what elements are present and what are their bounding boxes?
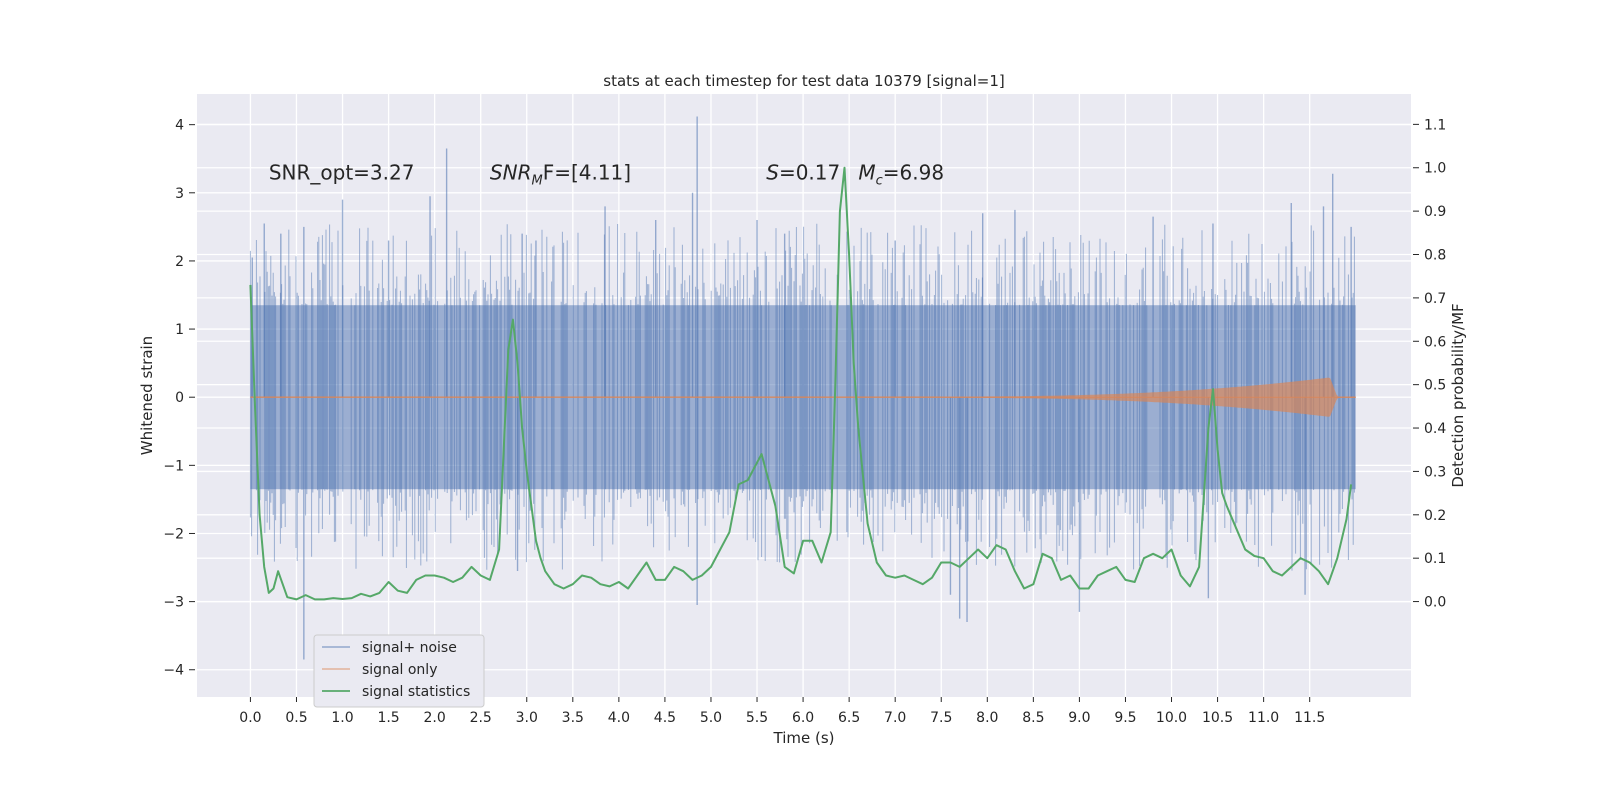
legend-label-signal-statistics: signal statistics [362, 684, 470, 700]
y-tick-label-6: 2 [175, 254, 184, 270]
x-tick-label-12: 6.0 [792, 710, 814, 726]
x-tick-label-23: 11.5 [1294, 710, 1325, 726]
y2-tick-label-8: 0.8 [1424, 248, 1446, 264]
x-tick-label-20: 10.0 [1156, 710, 1187, 726]
y2-axis-label: Detection probability/MF [1449, 303, 1467, 487]
y2-tick-label-4: 0.4 [1424, 421, 1446, 437]
x-tick-label-3: 1.5 [377, 710, 399, 726]
y-axis-label: Whitened strain [138, 336, 156, 455]
legend-label-signal-only: signal only [362, 662, 437, 678]
legend-box [313, 634, 485, 708]
x-tick-label-15: 7.5 [930, 710, 952, 726]
annotation-s-rest: =0.17 [779, 160, 840, 184]
x-tick-label-14: 7.0 [884, 710, 906, 726]
y2-tick-label-11: 1.1 [1424, 117, 1446, 133]
y-tick-label-5: 1 [175, 322, 184, 338]
legend: signal+ noise signal only signal statist… [313, 634, 485, 708]
y2-tick-label-1: 0.1 [1424, 551, 1446, 567]
y-tick-label-1: −3 [163, 595, 184, 611]
x-tick-label-22: 11.0 [1248, 710, 1279, 726]
annotation-snr-mf: SNRMF=[4.11] [490, 160, 631, 188]
annotation-snr-mf-rest: F=[4.11] [543, 160, 631, 184]
y-tick-label-3: −1 [163, 458, 184, 474]
x-axis-label: Time (s) [773, 729, 835, 747]
annotation-s-main: S [766, 160, 779, 184]
y2-tick-label-9: 0.9 [1424, 204, 1446, 220]
x-tick-label-0: 0.0 [239, 710, 261, 726]
y2-tick-label-3: 0.3 [1424, 464, 1446, 480]
y-tick-label-7: 3 [175, 186, 184, 202]
annotation-snr-mf-main: SNR [490, 160, 532, 184]
y-tick-label-0: −4 [163, 663, 184, 679]
axis-ticks: 0.0 0.5 1.0 1.5 2.0 2.5 3.0 3.5 4.0 4.5 5.0 5.5 6.0 6… [163, 117, 1446, 726]
x-tick-label-11: 5.5 [746, 710, 768, 726]
annotation-snr-mf-sub: M [531, 173, 542, 188]
stats-line [249, 166, 1353, 601]
y2-tick-label-6: 0.6 [1424, 334, 1446, 350]
x-tick-label-16: 8.0 [976, 710, 998, 726]
y-tick-label-8: 4 [175, 118, 184, 134]
chart-title: stats at each timestep for test data 103… [603, 72, 1004, 90]
annotation-mc-rest: =6.98 [883, 160, 944, 184]
x-tick-label-21: 10.5 [1202, 710, 1233, 726]
y-tick-label-4: 0 [175, 390, 184, 406]
annotation-mc-main: M [858, 160, 875, 184]
y2-tick-label-0: 0.0 [1424, 595, 1446, 611]
annotation-snr-opt: SNR_opt=3.27 [269, 160, 415, 184]
x-tick-label-13: 6.5 [838, 710, 860, 726]
y2-tick-label-7: 0.7 [1424, 291, 1446, 307]
y2-tick-label-5: 0.5 [1424, 378, 1446, 394]
y2-tick-label-2: 0.2 [1424, 508, 1446, 524]
x-tick-label-8: 4.0 [608, 710, 630, 726]
y-tick-label-2: −2 [163, 526, 184, 542]
x-tick-label-1: 0.5 [285, 710, 307, 726]
y2-tick-label-10: 1.0 [1424, 161, 1446, 177]
x-tick-label-19: 9.5 [1114, 710, 1136, 726]
annotation-mc-sub: c [876, 173, 883, 188]
x-tick-label-6: 3.0 [516, 710, 538, 726]
annotation-mc: Mc=6.98 [858, 160, 944, 188]
x-tick-label-7: 3.5 [562, 710, 584, 726]
x-tick-label-5: 2.5 [470, 710, 492, 726]
signal-only-series [250, 377, 1356, 417]
x-tick-label-17: 8.5 [1022, 710, 1044, 726]
annotation-s: S=0.17 [766, 160, 840, 184]
x-tick-label-9: 4.5 [654, 710, 676, 726]
x-tick-label-10: 5.0 [700, 710, 722, 726]
x-tick-label-4: 2.0 [424, 710, 446, 726]
x-tick-label-18: 9.0 [1068, 710, 1090, 726]
signal-statistics-series [249, 166, 1353, 601]
legend-label-signal-noise: signal+ noise [362, 640, 457, 656]
x-tick-label-2: 1.0 [331, 710, 353, 726]
